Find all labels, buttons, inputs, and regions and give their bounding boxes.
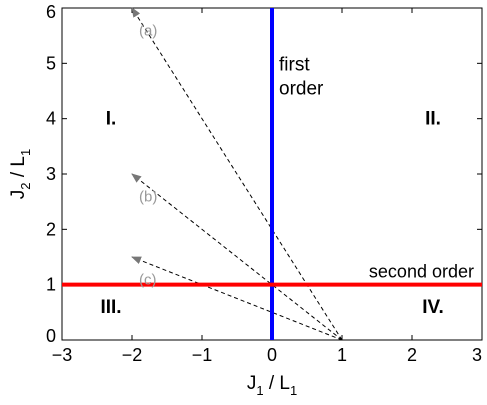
region-label: III. <box>100 297 121 318</box>
path-label: (b) <box>139 189 157 206</box>
y-tick-label: 3 <box>46 164 56 184</box>
x-axis-label: J1 / L1 <box>247 373 297 398</box>
x-tick-label: 1 <box>337 345 347 365</box>
region-label: IV. <box>422 297 444 318</box>
boundary-label: second order <box>369 262 474 282</box>
path-label: (a) <box>139 23 157 40</box>
y-tick-label: 6 <box>46 2 56 22</box>
x-tick-label: −2 <box>122 345 143 365</box>
boundary-label: order <box>279 78 324 99</box>
x-tick-label: 2 <box>407 345 417 365</box>
x-tick-label: −1 <box>192 345 213 365</box>
region-label: II. <box>425 109 441 130</box>
x-tick-label: −3 <box>52 345 73 365</box>
path-label: (c) <box>139 272 157 289</box>
path-line <box>131 173 343 341</box>
y-tick-label: 4 <box>46 109 56 129</box>
boundary-label: first <box>279 54 310 75</box>
y-tick-label: 0 <box>46 326 56 346</box>
y-tick-label: 1 <box>46 275 56 295</box>
region-label: I. <box>106 109 117 130</box>
axis-ticks: −3 −2 −1 0 1 2 3 0 1 2 3 4 5 6 <box>46 2 483 365</box>
y-axis-label: J2 / L1 <box>8 149 33 199</box>
x-tick-label: 0 <box>267 345 277 365</box>
y-tick-label: 5 <box>46 53 56 73</box>
x-tick-label: 3 <box>472 345 482 365</box>
annotations: (a) (b) (c) first order second order I. II. III.… <box>100 23 474 318</box>
y-tick-label: 2 <box>46 219 56 239</box>
phase-boundaries <box>62 8 482 340</box>
path-line <box>131 256 343 341</box>
